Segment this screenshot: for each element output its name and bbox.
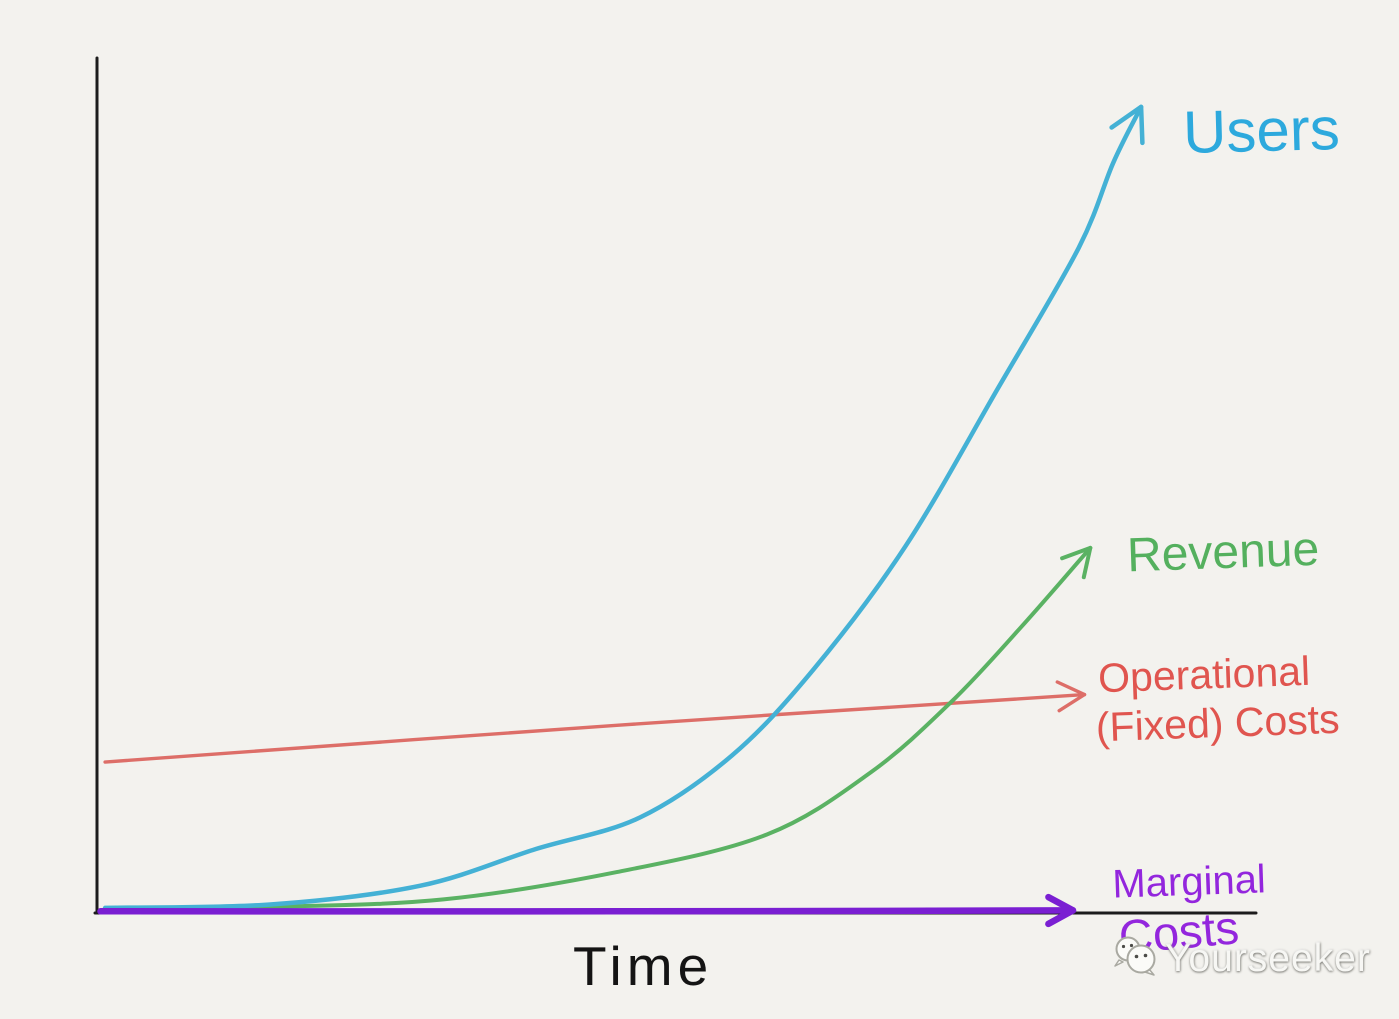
arrow-users: [1109, 104, 1145, 146]
marginal-label-line1: Marginal: [1111, 857, 1267, 907]
series-label-revenue: Revenue: [1126, 522, 1321, 583]
operational-label-line2: (Fixed) Costs: [1095, 696, 1341, 751]
operational-label-line1: Operational: [1097, 647, 1311, 702]
curve-users: [102, 104, 1144, 911]
arrow-revenue: [1060, 545, 1093, 580]
curve-revenue: [103, 545, 1093, 913]
arrow-operational-fixed-costs: [1055, 680, 1087, 713]
curve-marginal-costs: [97, 907, 1077, 915]
watermark-text: Yourseeker: [1165, 937, 1371, 980]
wechat-icon: [1114, 936, 1156, 976]
curve-operational-fixed-costs: [103, 692, 1087, 764]
series-label-operational-costs: Operational (Fixed) Costs: [1095, 646, 1341, 753]
watermark: Yourseeker: [1112, 936, 1371, 982]
arrow-marginal-costs: [1045, 893, 1077, 928]
x-axis-title: Time: [573, 935, 714, 997]
series-label-users: Users: [1182, 94, 1341, 167]
